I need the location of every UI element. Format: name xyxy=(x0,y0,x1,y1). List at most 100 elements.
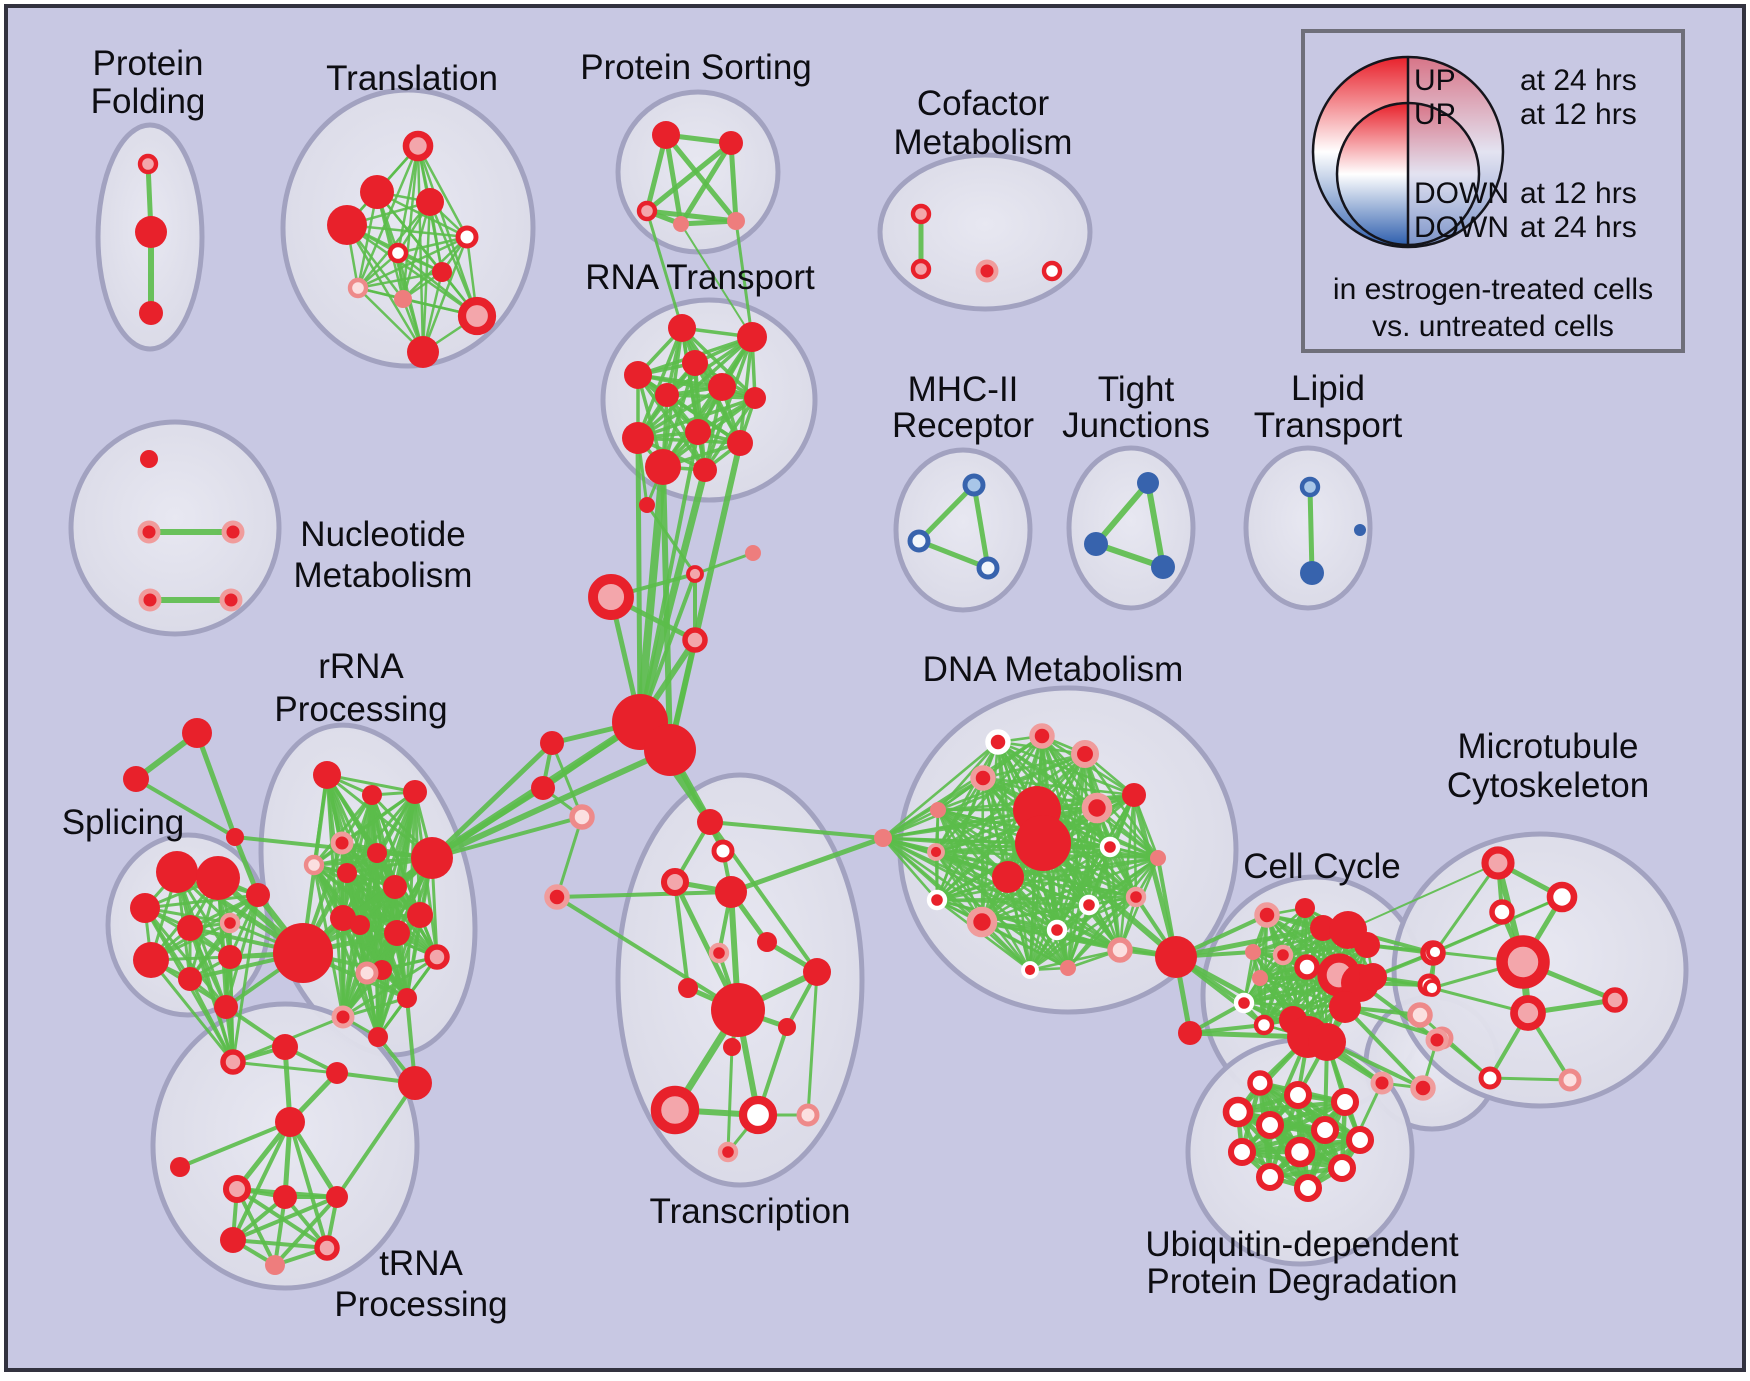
gene-node-red xyxy=(272,1034,298,1060)
edge xyxy=(636,466,709,726)
edge xyxy=(636,396,757,440)
gene-node-rw xyxy=(1255,1162,1285,1192)
legend-time-label: at 24 hrs xyxy=(1520,64,1637,97)
edge xyxy=(356,270,444,290)
edge xyxy=(1131,792,1179,960)
gene-node-pr xyxy=(717,1141,739,1163)
edge xyxy=(881,836,939,902)
cluster-label: Ubiquitin-dependent xyxy=(1145,1225,1459,1264)
gene-node-rw xyxy=(1426,943,1444,961)
gene-node-red xyxy=(135,216,167,248)
edge xyxy=(401,200,432,301)
edge xyxy=(325,773,417,794)
gene-node-pr xyxy=(1125,886,1147,908)
edge xyxy=(981,752,1087,780)
gene-node-red xyxy=(178,967,202,991)
cluster-label: Translation xyxy=(326,59,498,98)
gene-node-red xyxy=(622,422,654,454)
edge xyxy=(673,880,690,990)
gene-node-red xyxy=(652,121,680,149)
gene-node-pr xyxy=(1272,944,1294,966)
gene-node-pink xyxy=(673,216,689,232)
gene-node-pr xyxy=(975,259,999,283)
gene-node-blue xyxy=(1151,555,1175,579)
cluster-label: MHC-II xyxy=(908,370,1019,409)
gene-node-pr xyxy=(1425,1028,1449,1052)
edge xyxy=(416,144,479,318)
edge xyxy=(345,223,479,318)
gene-node-wr xyxy=(1078,894,1100,916)
edge xyxy=(149,893,260,962)
gene-node-pr xyxy=(1070,739,1100,769)
gene-node-red xyxy=(330,905,356,931)
gene-node-red xyxy=(645,449,681,485)
edge xyxy=(644,140,734,214)
gene-node-pink xyxy=(930,802,946,818)
gene-node-red xyxy=(719,131,743,155)
gene-node-red xyxy=(723,1038,741,1056)
edge xyxy=(430,815,584,860)
edge xyxy=(663,132,739,224)
edge xyxy=(1343,1005,1425,1090)
gene-node-red xyxy=(362,785,382,805)
edge xyxy=(235,1187,277,1267)
edge xyxy=(636,463,667,726)
gene-node-rw xyxy=(1041,260,1063,282)
edge xyxy=(881,808,940,840)
edge xyxy=(806,970,819,1117)
gene-node-pink xyxy=(1252,970,1268,986)
gene-node-pink xyxy=(874,829,892,847)
cluster-bubble-lipid-transport xyxy=(1243,445,1373,611)
edge xyxy=(728,835,886,895)
edge xyxy=(1118,793,1136,952)
edge xyxy=(638,430,700,724)
edge xyxy=(376,913,422,1039)
edge xyxy=(401,144,420,301)
cluster-bubble-cofactor-metabolism xyxy=(877,152,1093,312)
gene-node-rw xyxy=(1293,1173,1323,1203)
gene-node-rp xyxy=(636,200,658,222)
gene-node-pr xyxy=(219,588,243,612)
gene-node-red xyxy=(368,1027,388,1047)
legend-inner-right-half xyxy=(1408,103,1479,245)
gene-node-red xyxy=(992,861,1024,893)
edge xyxy=(1431,895,1564,955)
gene-node-red xyxy=(326,1062,348,1084)
edge xyxy=(678,140,734,227)
gene-node-rw xyxy=(1227,1137,1257,1167)
cluster-label: RNA Transport xyxy=(585,258,815,297)
gene-node-red xyxy=(1310,915,1336,941)
edge xyxy=(1173,925,1326,960)
gene-node-blue xyxy=(1354,524,1366,536)
legend-direction-label: DOWN xyxy=(1414,211,1509,244)
gene-node-red xyxy=(383,875,407,899)
gene-node-pw xyxy=(796,1103,820,1127)
gene-node-red xyxy=(156,851,198,893)
gene-node-red xyxy=(803,958,831,986)
gene-node-pw xyxy=(569,804,595,830)
gene-node-rw xyxy=(1294,954,1320,980)
gene-node-rp xyxy=(137,153,159,175)
gene-node-rw xyxy=(387,242,409,264)
gene-node-red xyxy=(737,322,767,352)
gene-node-pr xyxy=(966,906,998,938)
gene-node-red xyxy=(337,863,357,883)
gene-node-rw xyxy=(1423,979,1441,997)
legend-box xyxy=(1301,29,1685,353)
edge xyxy=(934,850,1138,899)
gene-node-rw xyxy=(1310,1115,1340,1145)
gene-node-red xyxy=(531,776,555,800)
cluster-bubble-tight-junctions xyxy=(1066,445,1196,611)
edge xyxy=(149,958,235,1064)
edge xyxy=(1055,752,1087,932)
edge xyxy=(335,1081,417,1199)
gene-node-rw xyxy=(455,225,479,249)
gene-node-red xyxy=(1178,1021,1202,1045)
gene-node-pr xyxy=(1254,902,1280,928)
cluster-label: DNA Metabolism xyxy=(923,650,1184,689)
edge xyxy=(224,893,260,1009)
cluster-label: Receptor xyxy=(892,406,1034,445)
gene-node-red xyxy=(130,893,160,923)
gene-node-rp xyxy=(457,296,497,336)
